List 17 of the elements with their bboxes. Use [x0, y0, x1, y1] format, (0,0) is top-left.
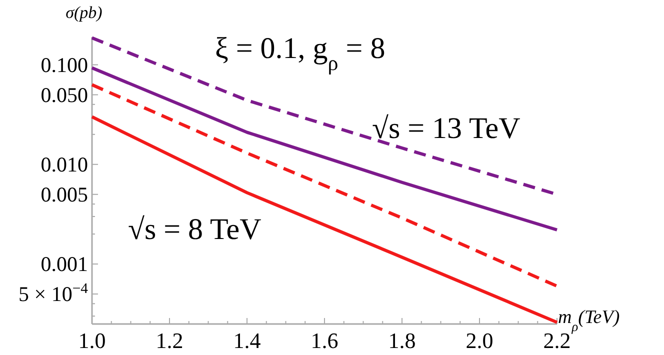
x-tick-label: 1.8	[388, 328, 416, 353]
x-tick-label: 1.6	[310, 328, 338, 353]
y-tick-label: 0.050	[40, 82, 88, 107]
annotation: √s = 8 TeV	[128, 213, 262, 246]
x-tick-label: 1.0	[78, 328, 106, 353]
y-tick-label: 0.010	[40, 152, 88, 176]
annotation: √s = 13 TeV	[372, 112, 521, 145]
x-tick-label: 1.2	[156, 328, 184, 353]
y-tick-label: 0.001	[40, 252, 88, 276]
y-tick-label: 5 × 10$^{−4}$	[18, 281, 89, 306]
line-series	[90, 83, 559, 288]
x-tick-label: 1.4	[233, 328, 261, 353]
y-tick-label: 0.100	[40, 52, 88, 77]
y-tick-label: 0.005	[40, 182, 88, 206]
x-tick-label: 2.0	[466, 328, 494, 353]
annotation: ξ = 0.1, g$_{ρ}$ = 8	[215, 32, 386, 75]
y-axis-title: σ(pb)	[66, 3, 103, 22]
